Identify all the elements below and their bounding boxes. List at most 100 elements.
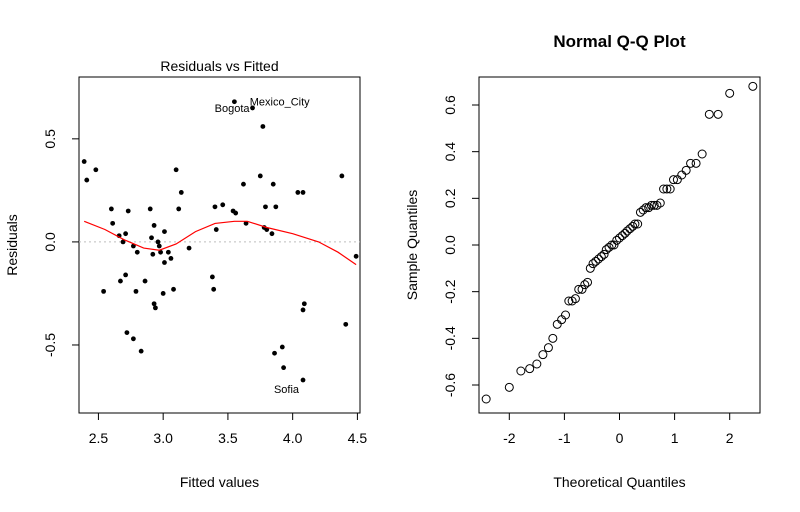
residual-point [168, 255, 174, 261]
point-annotation: Sofia [274, 384, 300, 396]
qq-point [713, 109, 723, 119]
qq-point [644, 203, 654, 213]
qq-point [697, 149, 707, 159]
residual-point [173, 167, 179, 173]
residual-point [263, 204, 268, 210]
y-tick-label: 0.2 [442, 188, 458, 208]
plot-frame [478, 76, 761, 414]
residual-point [162, 229, 167, 235]
qq-point [585, 263, 595, 273]
chart-title: Residuals vs Fitted [160, 58, 278, 74]
residual-point [257, 173, 263, 179]
qq-point [574, 284, 584, 294]
residual-point [250, 105, 255, 111]
residual-point [134, 249, 140, 255]
qq-point [607, 240, 617, 250]
x-tick-label: -2 [503, 430, 516, 446]
residual-point [123, 272, 129, 278]
qq-point [615, 233, 624, 243]
residual-point [142, 278, 148, 284]
residual-point [138, 348, 144, 354]
qq-point [704, 109, 714, 119]
residual-point [353, 253, 359, 259]
plot-frame [78, 76, 361, 414]
residual-point [81, 159, 87, 164]
residual-point [211, 286, 217, 292]
qq-point [564, 296, 574, 306]
residual-point [343, 321, 349, 327]
y-axis-label: Sample Quantiles [404, 190, 420, 301]
y-tick-label: 0.0 [42, 232, 58, 252]
qq-point [641, 203, 651, 213]
qq-point [628, 221, 638, 231]
y-tick-label: -0.4 [442, 326, 458, 350]
qq-point [622, 226, 632, 236]
y-tick-label: 0.0 [442, 235, 458, 255]
qq-point [649, 200, 659, 210]
qq-point [646, 200, 656, 210]
residual-point [273, 204, 279, 210]
residual-point [339, 173, 345, 179]
qq-point [577, 284, 587, 294]
residual-point [162, 260, 167, 265]
residual-point [213, 227, 219, 232]
qq-point [481, 394, 491, 404]
qq-point [691, 158, 701, 168]
residual-point [176, 206, 182, 212]
residual-point [209, 274, 215, 280]
residual-point [300, 377, 306, 383]
residual-point [171, 286, 176, 292]
residual-point [147, 206, 153, 212]
y-tick-label: 0.6 [442, 95, 458, 115]
qq-point [630, 219, 640, 229]
qq-point [594, 254, 604, 264]
qq-point [583, 277, 593, 287]
qq-point [580, 280, 590, 290]
qq-point [538, 350, 548, 360]
qq-point [625, 224, 635, 234]
qq-point [599, 249, 609, 259]
qq-point [604, 242, 614, 252]
residual-point [270, 181, 276, 187]
y-tick-label: -0.2 [442, 279, 458, 303]
qq-point [686, 158, 696, 168]
residual-point [160, 291, 166, 296]
residuals-vs-fitted-chart: Residuals vs Fitted Fitted values Residual… [4, 58, 367, 490]
x-tick-label: 3.5 [218, 430, 238, 446]
qq-point [659, 184, 669, 194]
residual-point [178, 190, 184, 195]
point-annotation: Bogota [215, 103, 251, 115]
qq-point [620, 228, 630, 238]
residual-point [84, 177, 90, 183]
residual-point [124, 330, 130, 336]
residual-point [133, 288, 139, 294]
y-tick-label: -0.6 [442, 373, 458, 397]
qq-point [548, 333, 558, 343]
residual-point [165, 249, 171, 255]
qq-point [677, 170, 687, 180]
qq-point [591, 256, 601, 266]
qq-point [543, 343, 553, 353]
x-axis-label: Theoretical Quantiles [553, 474, 685, 490]
qq-point [748, 81, 758, 91]
residual-point [155, 239, 161, 245]
residual-point [231, 99, 237, 105]
residual-point [123, 231, 129, 237]
qq-point [638, 205, 648, 215]
point-annotation: Mexico_City [250, 97, 310, 109]
qq-point [532, 359, 542, 369]
qq-point [662, 184, 672, 194]
residual-point [101, 288, 107, 294]
chart-title: Normal Q-Q Plot [553, 32, 686, 51]
x-tick-label: 3.0 [153, 430, 173, 446]
residual-point [153, 305, 158, 311]
qq-point [570, 294, 580, 304]
y-tick-label: -0.5 [42, 333, 58, 357]
qq-point [612, 235, 622, 245]
qq-point [609, 240, 619, 250]
qq-point [525, 364, 535, 374]
x-axis-label: Fitted values [180, 474, 259, 490]
residual-point [243, 220, 249, 226]
y-axis-label: Residuals [4, 214, 20, 275]
residual-point [120, 239, 126, 245]
